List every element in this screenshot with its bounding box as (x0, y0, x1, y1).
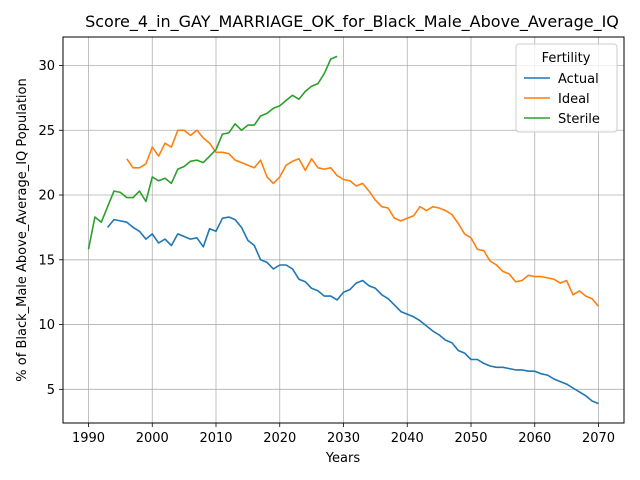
x-axis-ticks: 1990 2000 2010 2020 2030 2040 2050 2060 2070 (72, 423, 615, 446)
x-tick-label: 2050 (454, 431, 487, 446)
x-tick-label: 1990 (72, 431, 105, 446)
legend-label-ideal: Ideal (558, 92, 590, 107)
x-axis-label: Years (325, 451, 361, 466)
x-tick-label: 2000 (136, 431, 169, 446)
legend-items: Actual Ideal Sterile (524, 72, 600, 127)
legend-title: Fertility (542, 51, 591, 66)
chart-title: Score_4_in_GAY_MARRIAGE_OK_for_Black_Mal… (85, 12, 619, 32)
y-tick-label: 20 (38, 189, 55, 204)
x-tick-label: 2030 (327, 431, 360, 446)
x-tick-label: 2020 (263, 431, 296, 446)
legend-label-sterile: Sterile (558, 112, 600, 127)
y-tick-label: 30 (38, 59, 55, 74)
series-line-sterile (87, 55, 338, 250)
legend-label-actual: Actual (558, 72, 599, 87)
legend-box (515, 43, 618, 133)
series-line-ideal (126, 129, 600, 307)
y-axis-ticks: 5 10 15 20 25 30 (38, 59, 63, 398)
series-lines (87, 55, 600, 405)
y-tick-label: 25 (38, 124, 55, 139)
y-tick-label: 15 (38, 253, 55, 268)
legend: Fertility Actual Ideal Sterile (515, 43, 618, 133)
y-tick-label: 10 (38, 318, 55, 333)
x-tick-label: 2060 (518, 431, 551, 446)
x-tick-label: 2070 (582, 431, 615, 446)
y-axis-label: % of Black_Male Above_Average_IQ Populat… (15, 78, 30, 381)
y-tick-label: 5 (47, 383, 55, 398)
x-tick-label: 2040 (391, 431, 424, 446)
x-tick-label: 2010 (199, 431, 232, 446)
series-line-actual (106, 216, 599, 405)
